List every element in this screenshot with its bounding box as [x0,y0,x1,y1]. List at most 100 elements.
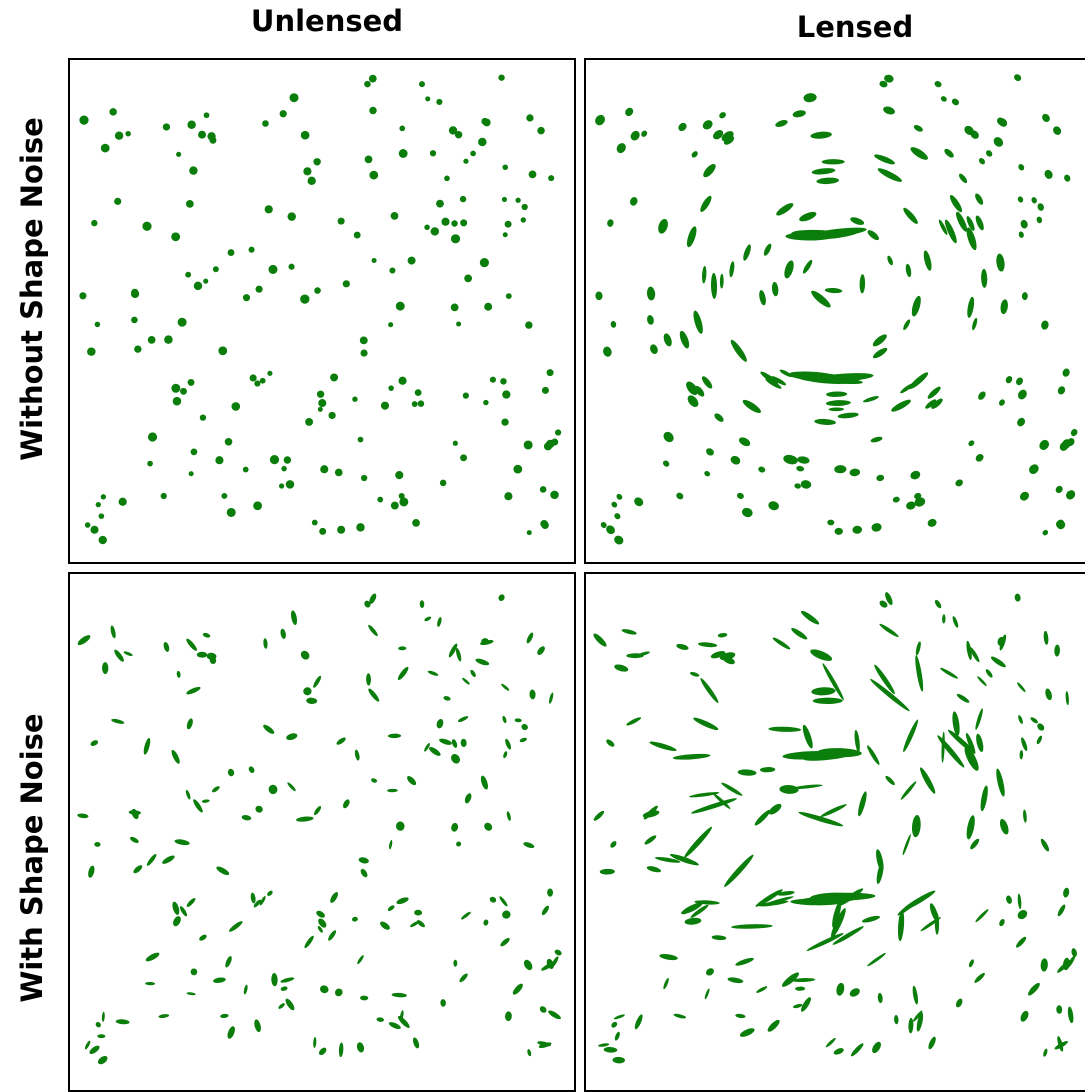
galaxy [975,909,989,923]
arc-galaxy [811,373,874,383]
galaxy [164,335,173,344]
galaxy [489,896,497,903]
galaxy [213,977,226,983]
galaxy [253,501,262,511]
galaxy [763,243,772,256]
galaxy [280,628,286,639]
galaxy [526,530,532,536]
galaxy [387,733,402,739]
galaxy [833,1048,844,1055]
galaxy [701,376,713,389]
galaxy [1037,203,1044,211]
galaxy [142,221,152,231]
galaxy [723,135,735,145]
galaxy [502,232,508,238]
galaxy [502,715,507,724]
galaxy [1017,196,1024,203]
galaxy [975,708,983,730]
galaxy [872,1041,881,1054]
galaxy [1043,1048,1048,1057]
galaxy [369,593,377,604]
galaxy [439,738,452,745]
galaxy [334,468,343,477]
galaxy [523,842,535,849]
galaxy [114,131,124,140]
galaxy [724,854,754,887]
galaxy [942,614,946,624]
galaxy [958,173,968,184]
galaxy [850,217,865,225]
galaxy [902,834,911,856]
galaxy [526,114,534,122]
galaxy [719,273,724,289]
galaxy [730,339,747,362]
galaxy [690,904,709,918]
galaxy [870,678,910,712]
galaxy [700,195,712,212]
galaxy [356,1042,365,1053]
galaxy [455,647,462,662]
galaxy [366,673,371,686]
galaxy [158,1014,170,1018]
galaxy [975,454,984,462]
galaxy [523,440,533,450]
galaxy [687,395,699,407]
galaxy [1017,682,1026,693]
galaxy [398,149,408,158]
galaxy [828,407,845,412]
galaxy [227,768,235,777]
galaxy [328,411,336,420]
galaxy [927,386,941,399]
galaxy [985,669,993,678]
galaxy [279,110,287,118]
galaxy [243,984,248,995]
galaxy [1064,174,1071,182]
galaxy [1036,216,1043,224]
galaxy [672,753,711,760]
galaxy [966,815,975,840]
galaxy [513,464,523,474]
galaxy [462,677,470,685]
galaxy [317,926,323,933]
galaxy [739,437,751,447]
galaxy [281,465,287,472]
galaxy [1014,74,1022,82]
galaxy [1017,417,1026,427]
galaxy [977,676,987,687]
galaxy [526,632,534,644]
galaxy [436,98,443,106]
galaxy [163,642,170,652]
galaxy [874,154,895,165]
galaxy [254,380,261,387]
galaxy [1036,735,1043,745]
galaxy [676,643,689,650]
galaxy [398,492,405,500]
galaxy [704,988,710,1000]
galaxy [187,378,195,386]
galaxy [1019,491,1029,501]
galaxy [248,246,255,253]
galaxy [354,749,360,761]
galaxy [314,287,321,294]
galaxy [424,742,430,752]
galaxy [430,227,440,236]
galaxy [123,651,133,657]
galaxy [913,1010,923,1022]
galaxy [952,616,959,628]
galaxy [975,215,984,231]
galaxy [1017,893,1022,910]
galaxy [319,527,327,535]
galaxy [318,1047,327,1056]
galaxy [291,610,298,626]
galaxy [730,924,773,929]
galaxy [368,688,380,702]
galaxy [978,157,986,165]
galaxy [996,253,1005,272]
galaxy [779,785,799,794]
galaxy [915,641,921,656]
galaxy [369,170,379,180]
galaxy [147,460,153,467]
galaxy [603,1047,618,1053]
galaxy [834,465,847,474]
galaxy [318,399,327,408]
